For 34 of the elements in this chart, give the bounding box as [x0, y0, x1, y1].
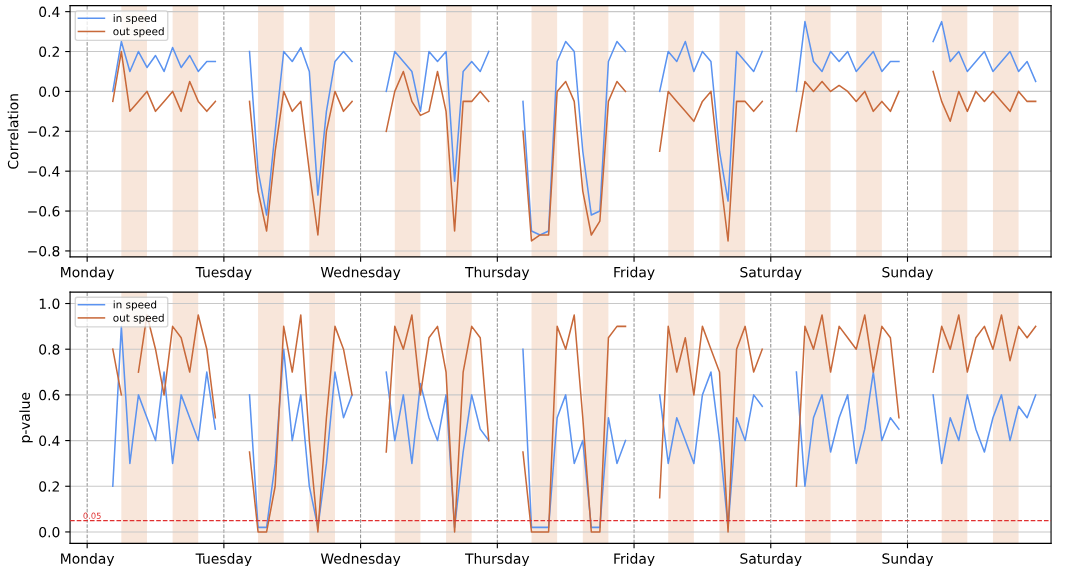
- legend-label: in speed: [113, 300, 157, 311]
- y-tick-label: 0.2: [39, 46, 59, 57]
- legend-label: out speed: [113, 27, 164, 38]
- x-tick-label: Sunday: [882, 553, 934, 566]
- x-tick-label: Wednesday: [320, 553, 401, 566]
- y-tick-label: 0.0: [39, 526, 60, 538]
- y-tick-label: −0.8: [28, 245, 60, 257]
- x-tick-label: Thursday: [464, 266, 530, 281]
- x-tick-label: Saturday: [740, 553, 802, 566]
- legend-label: out speed: [113, 313, 164, 324]
- y-tick-label: 0.4: [39, 6, 60, 18]
- y-tick-label: 0.0: [39, 86, 60, 97]
- y-tick-label: 0.6: [39, 389, 60, 401]
- x-tick-label: Monday: [61, 553, 115, 566]
- legend-label: in speed: [113, 13, 157, 25]
- x-tick-label: Friday: [614, 266, 655, 281]
- y-tick-label: 0.4: [39, 435, 60, 447]
- x-tick-label: Friday: [614, 553, 655, 566]
- x-tick-label: Saturday: [740, 266, 802, 281]
- y-tick-label: 0.2: [39, 481, 59, 492]
- x-tick-label: Tuesday: [195, 553, 252, 566]
- y-axis-title: Correlation: [7, 94, 19, 169]
- y-axis-title: p-value: [19, 392, 33, 443]
- y-tick-label: −0.6: [28, 206, 60, 217]
- x-tick-label: Thursday: [464, 553, 530, 566]
- x-tick-label: Wednesday: [320, 266, 401, 281]
- y-tick-label: −0.2: [28, 126, 59, 137]
- x-tick-label: Sunday: [882, 266, 934, 281]
- ref-line-label: 0.05: [83, 512, 101, 519]
- y-tick-label: −0.4: [28, 166, 60, 177]
- y-tick-label: 0.8: [39, 344, 60, 355]
- y-tick-label: 1.0: [39, 298, 60, 309]
- x-tick-label: Monday: [61, 266, 115, 281]
- x-tick-label: Tuesday: [195, 266, 252, 281]
